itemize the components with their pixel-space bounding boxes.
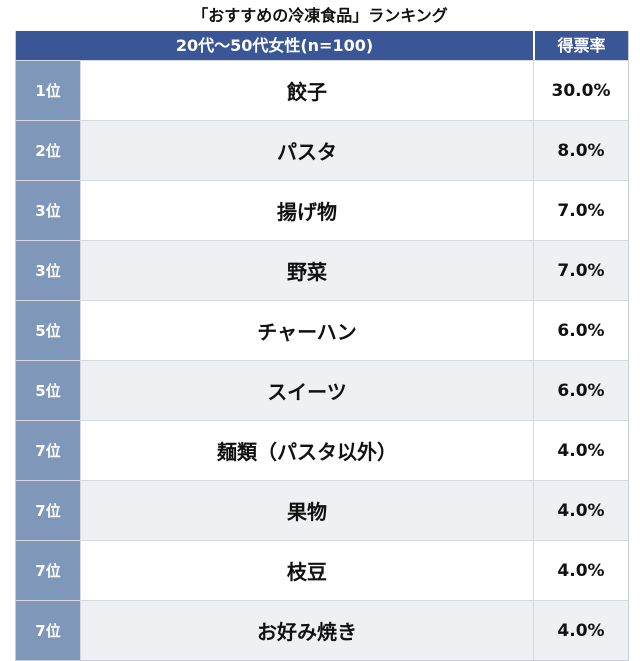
rank-cell: 5位 xyxy=(16,301,81,360)
table-row: 5位 チャーハン 6.0% xyxy=(16,300,628,360)
share-cell: 7.0% xyxy=(534,181,628,240)
rank-cell: 7位 xyxy=(16,481,81,540)
share-cell: 4.0% xyxy=(534,601,628,660)
table-body: 1位 餃子 30.0% 2位 パスタ 8.0% 3位 揚げ物 7.0% 3位 野菜 7.0% 5位 チャー… xyxy=(16,60,628,660)
share-cell: 7.0% xyxy=(534,241,628,300)
item-cell: スイーツ xyxy=(81,361,534,420)
rank-cell: 3位 xyxy=(16,181,81,240)
rank-cell: 7位 xyxy=(16,421,81,480)
table-row: 3位 揚げ物 7.0% xyxy=(16,180,628,240)
rank-cell: 1位 xyxy=(16,61,81,120)
item-cell: 揚げ物 xyxy=(81,181,534,240)
share-cell: 4.0% xyxy=(534,541,628,600)
share-cell: 6.0% xyxy=(534,301,628,360)
share-cell: 8.0% xyxy=(534,121,628,180)
table-row: 3位 野菜 7.0% xyxy=(16,240,628,300)
table-row: 7位 お好み焼き 4.0% xyxy=(16,600,628,660)
header-share-label: 得票率 xyxy=(533,31,628,60)
share-cell: 6.0% xyxy=(534,361,628,420)
chart-title: 「おすすめの冷凍食品」ランキング xyxy=(192,6,448,25)
table-row: 5位 スイーツ 6.0% xyxy=(16,360,628,420)
table-header: 20代〜50代女性(n=100) 得票率 xyxy=(16,31,628,60)
ranking-table: 20代〜50代女性(n=100) 得票率 1位 餃子 30.0% 2位 パスタ 8.0% 3… xyxy=(15,31,629,661)
table-row: 7位 麺類（パスタ以外） 4.0% xyxy=(16,420,628,480)
item-cell: パスタ xyxy=(81,121,534,180)
header-group-label: 20代〜50代女性(n=100) xyxy=(16,31,533,60)
item-cell: 果物 xyxy=(81,481,534,540)
table-row: 1位 餃子 30.0% xyxy=(16,60,628,120)
item-cell: 麺類（パスタ以外） xyxy=(81,421,534,480)
item-cell: 野菜 xyxy=(81,241,534,300)
item-cell: チャーハン xyxy=(81,301,534,360)
share-cell: 30.0% xyxy=(534,61,628,120)
item-cell: お好み焼き xyxy=(81,601,534,660)
rank-cell: 2位 xyxy=(16,121,81,180)
table-row: 7位 果物 4.0% xyxy=(16,480,628,540)
item-cell: 餃子 xyxy=(81,61,534,120)
table-row: 2位 パスタ 8.0% xyxy=(16,120,628,180)
rank-cell: 3位 xyxy=(16,241,81,300)
table-row: 7位 枝豆 4.0% xyxy=(16,540,628,600)
rank-cell: 5位 xyxy=(16,361,81,420)
share-cell: 4.0% xyxy=(534,481,628,540)
rank-cell: 7位 xyxy=(16,541,81,600)
item-cell: 枝豆 xyxy=(81,541,534,600)
rank-cell: 7位 xyxy=(16,601,81,660)
share-cell: 4.0% xyxy=(534,421,628,480)
